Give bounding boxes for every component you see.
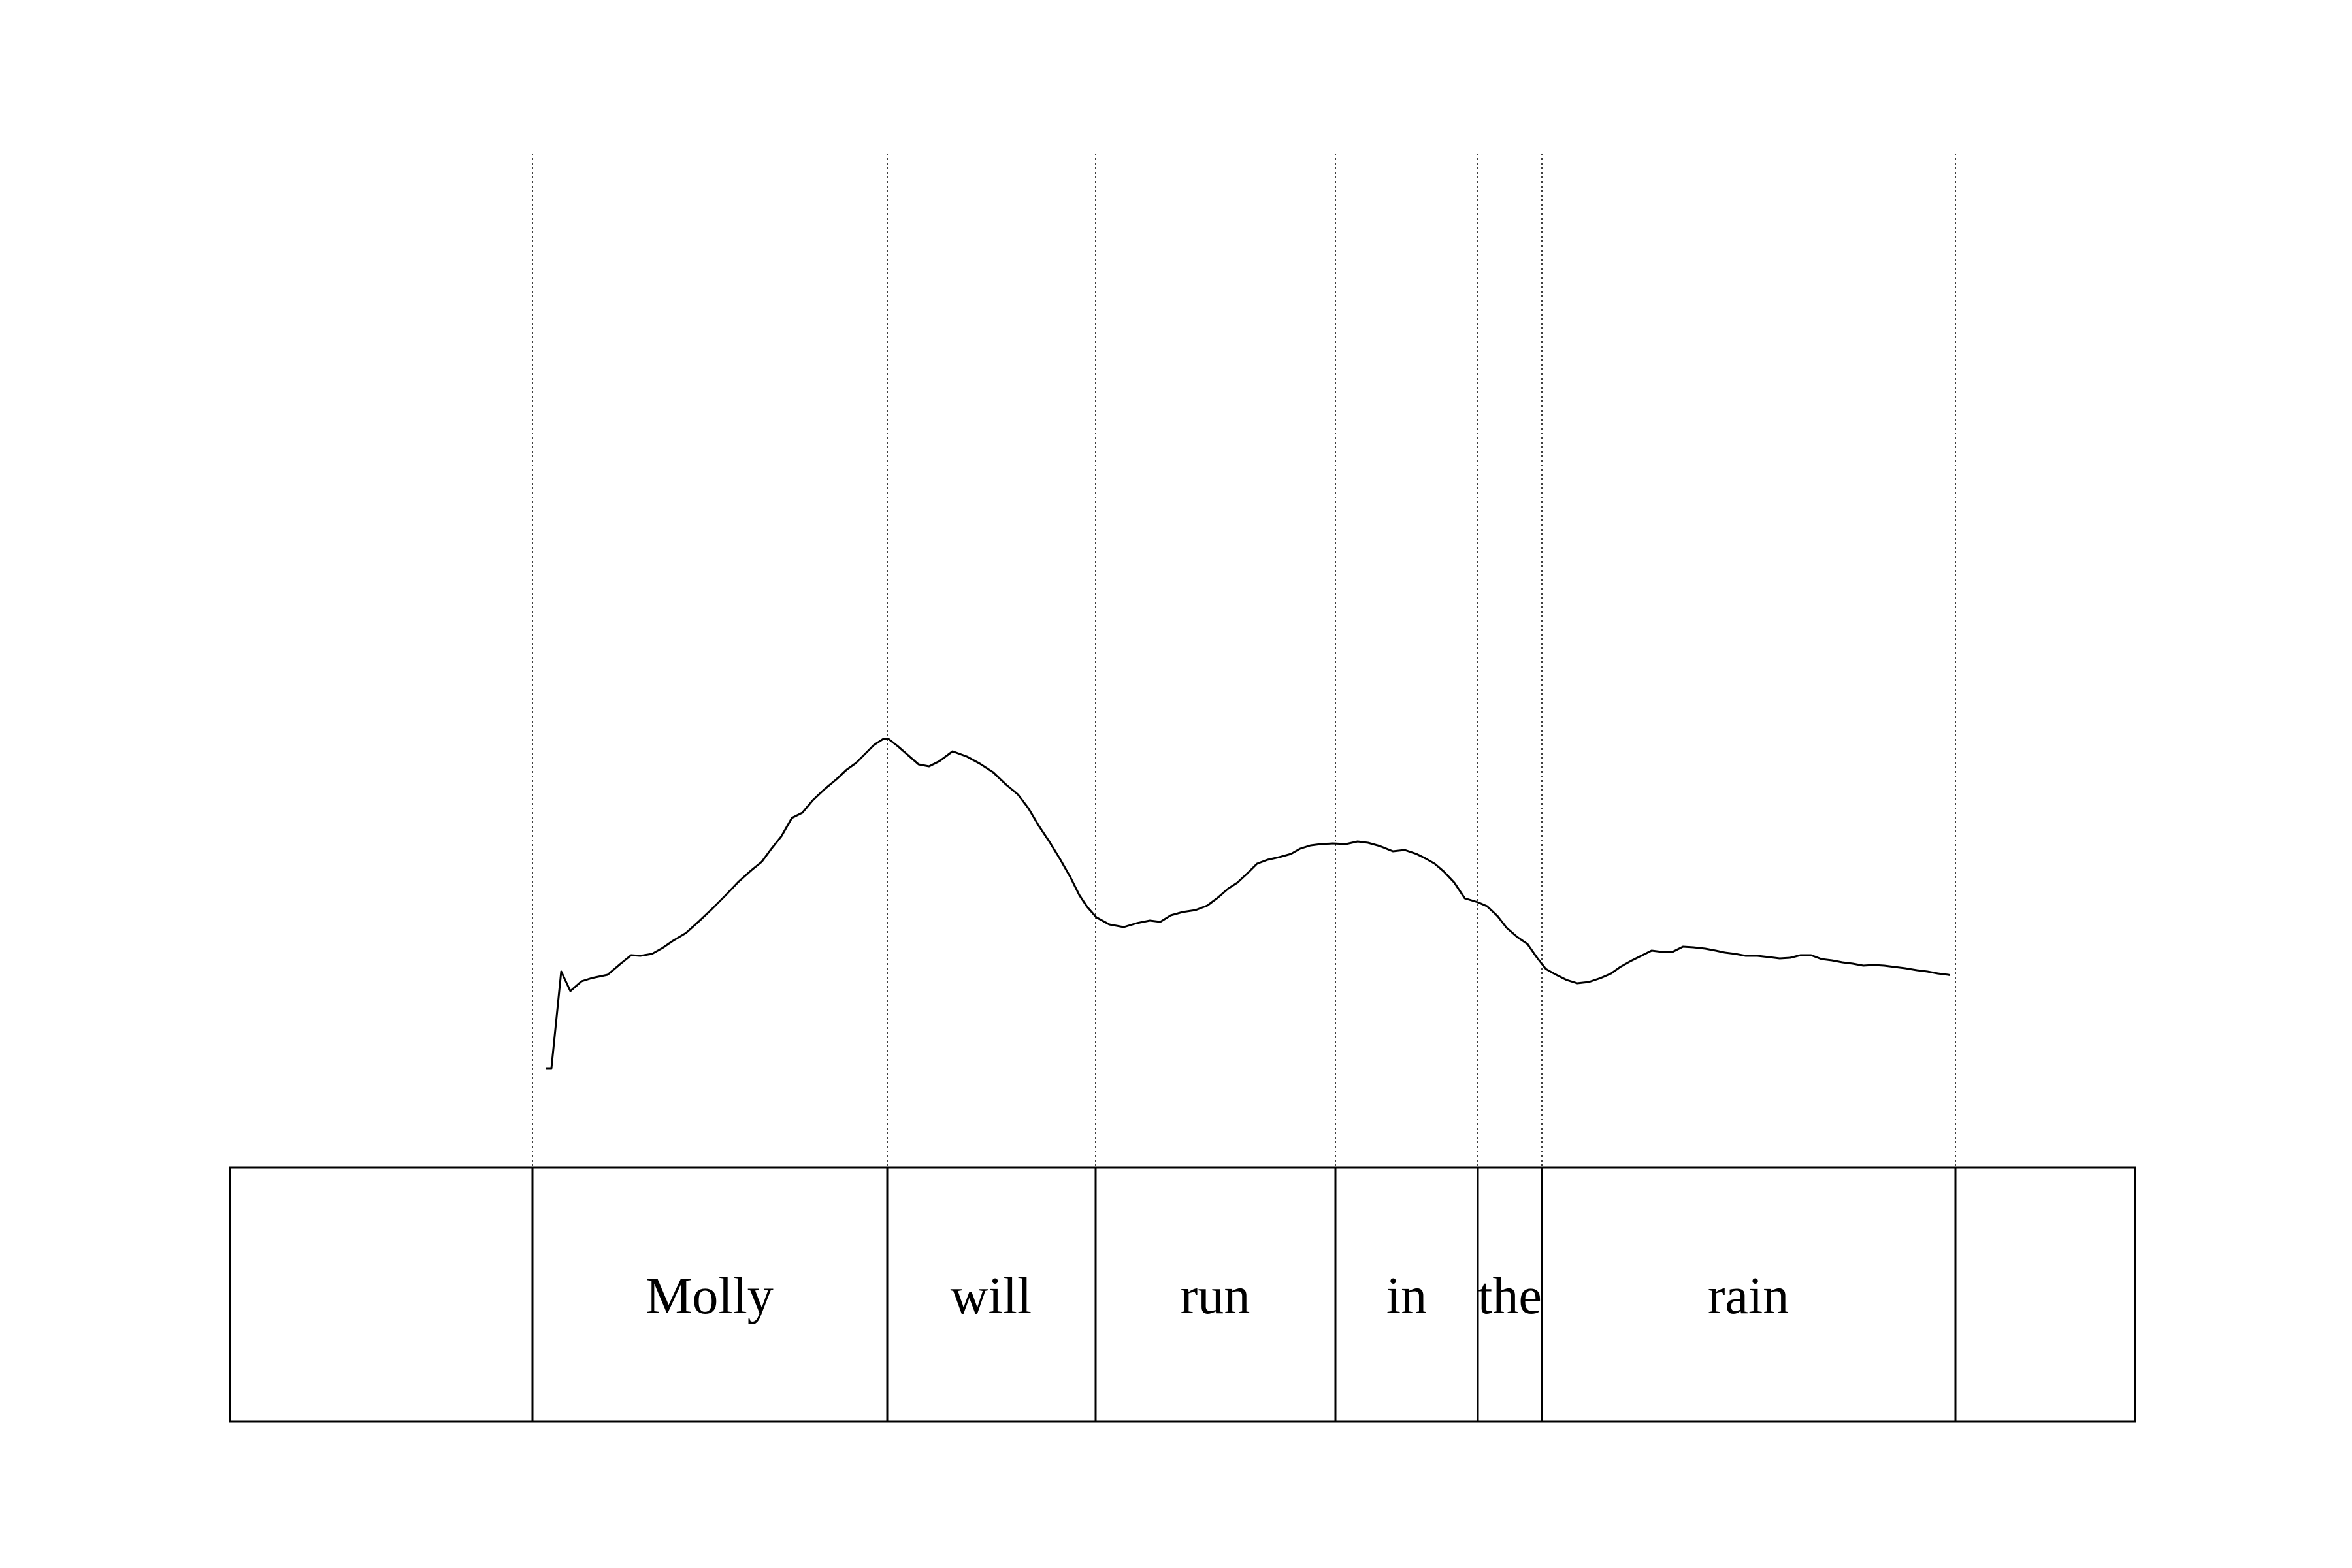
boundary-lines	[532, 154, 1956, 1168]
pitch-contour-line	[546, 738, 1950, 1070]
segment-label-in: in	[1386, 1267, 1427, 1325]
tier-border	[229, 1166, 2136, 1423]
segment-label-the: the	[1478, 1267, 1542, 1325]
segment-label-rain: rain	[1708, 1267, 1789, 1325]
segment-label-will: will	[951, 1267, 1032, 1325]
segment-label-run: run	[1181, 1267, 1250, 1325]
segment-tier: Molly will run in the rain	[229, 1166, 2136, 1423]
segment-label-molly: Molly	[645, 1267, 774, 1325]
